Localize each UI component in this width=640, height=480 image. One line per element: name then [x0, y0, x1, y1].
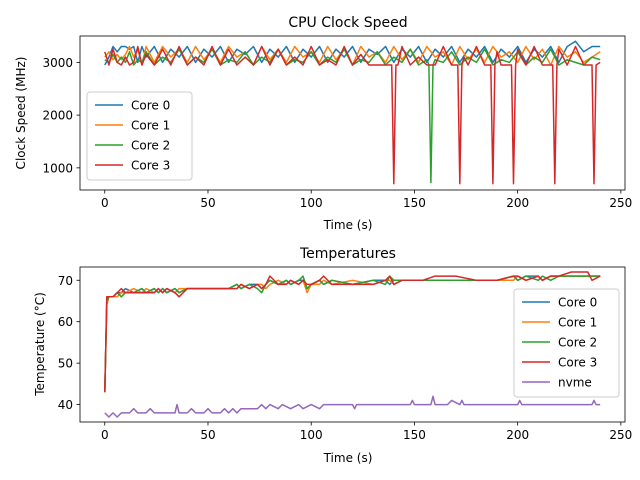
y-tick-label: 60	[58, 315, 73, 329]
legend: Core 0 Core 1 Core 2 Core 3	[86, 91, 193, 181]
y-tick-label: 1000	[42, 161, 73, 175]
x-tick-label: 150	[403, 428, 426, 442]
x-tick-label: 0	[101, 196, 109, 210]
x-tick-label: 50	[200, 428, 215, 442]
y-tick-label: 70	[58, 274, 73, 288]
legend-label: Core 3	[558, 356, 597, 370]
legend-label: Core 2	[131, 139, 170, 153]
series-line-core-0	[104, 40, 601, 66]
x-tick-label: 100	[300, 428, 323, 442]
legend-box	[86, 91, 193, 181]
series-line-core-2	[104, 48, 601, 184]
x-tick-label: 150	[403, 196, 426, 210]
x-tick-label: 200	[506, 196, 529, 210]
legend-label: Core 1	[131, 119, 170, 133]
x-tick-label: 50	[200, 196, 215, 210]
legend-label: Core 2	[558, 336, 597, 350]
x-tick-label: 250	[609, 196, 632, 210]
y-axis-label: Temperature (°C)	[33, 292, 47, 397]
series-line-core-3	[104, 45, 601, 185]
series-line-core-3	[104, 271, 601, 393]
series-group	[104, 271, 601, 418]
legend-label: Core 0	[558, 296, 597, 310]
x-tick-label: 0	[101, 428, 109, 442]
axes-frame	[79, 35, 626, 191]
y-tick-label: 3000	[42, 56, 73, 70]
legend-label: Core 0	[131, 99, 170, 113]
series-group	[104, 40, 601, 185]
x-axis-label: Time (s)	[323, 451, 373, 465]
legend-label: Core 1	[558, 316, 597, 330]
legend: Core 0 Core 1 Core 2 Core 3 nvme	[513, 288, 620, 398]
y-axis-label: Clock Speed (MHz)	[14, 57, 28, 170]
chart-title: Temperatures	[299, 246, 396, 262]
x-tick-label: 200	[506, 428, 529, 442]
series-line-core-1	[104, 45, 601, 66]
y-tick-label: 50	[58, 357, 73, 371]
axes-frame	[79, 266, 626, 423]
y-tick-label: 40	[58, 398, 73, 412]
legend-box	[513, 288, 620, 398]
legend-label: nvme	[558, 376, 592, 390]
series-line-core-2	[104, 275, 601, 393]
series-line-nvme	[104, 395, 601, 418]
x-tick-label: 250	[609, 428, 632, 442]
x-tick-label: 100	[300, 196, 323, 210]
legend-label: Core 3	[131, 159, 170, 173]
chart-temperatures: Temperatures 0 50 100 150 200 250 40 50 60 70 Core…	[33, 246, 632, 465]
x-axis-label: Time (s)	[323, 218, 373, 232]
y-tick-label: 2000	[42, 109, 73, 123]
chart-title: CPU Clock Speed	[288, 15, 407, 31]
chart-cpu-clock: CPU Clock Speed 0 50 100 150 200 250 1000 2000 3…	[14, 15, 632, 232]
